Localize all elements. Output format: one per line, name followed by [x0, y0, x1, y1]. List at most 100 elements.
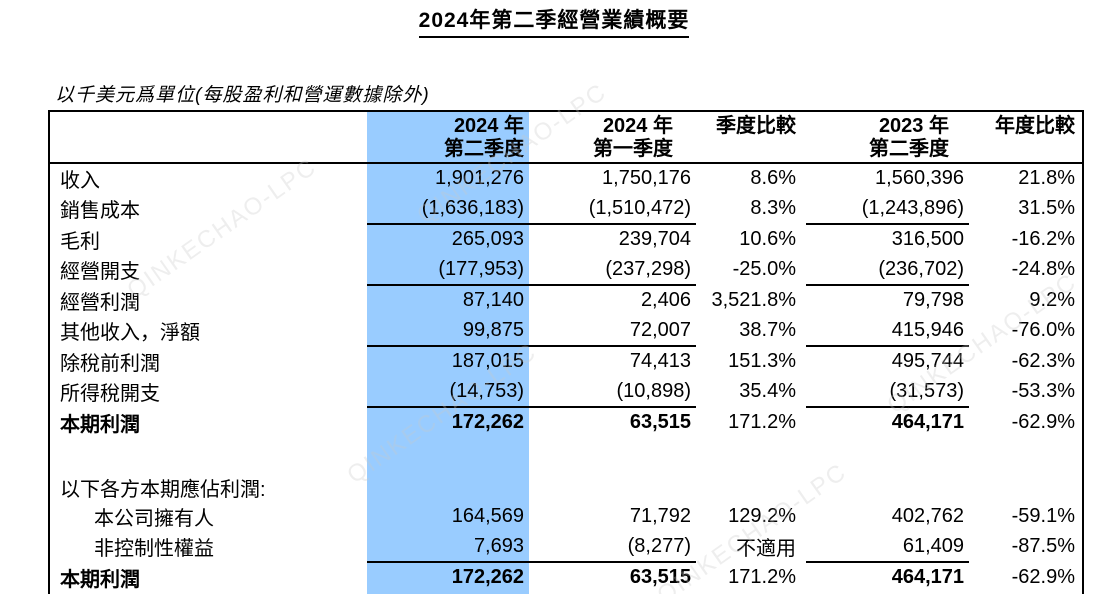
table-row: 經營利潤 87,140 2,406 3,521.8% 79,798 9.2% — [49, 285, 1083, 316]
val-2023q2: 61,409 — [806, 531, 969, 563]
val-2024q2: (14,753) — [367, 376, 529, 408]
row-label: 毛利 — [60, 230, 100, 253]
val-2024q2: 187,015 — [367, 346, 529, 377]
row-label: 經營開支 — [60, 261, 140, 284]
row-label: 其他收入，淨額 — [60, 322, 200, 345]
val-2023q2: (31,573) — [806, 376, 969, 408]
col-header-qoq-line1: 季度比較 — [716, 115, 796, 137]
row-label: 本期利潤 — [60, 568, 140, 591]
row-label: 本公司擁有人 — [94, 508, 214, 531]
val-2024q1 — [529, 473, 696, 503]
row-label: 所得稅開支 — [60, 383, 160, 406]
val-qoq: 151.3% — [728, 349, 796, 372]
val-qoq: -25.0% — [732, 258, 796, 281]
val-2024q1: (1,510,472) — [529, 193, 696, 225]
units-note: 以千美元爲單位(每股盈利和營運數據除外) — [55, 85, 430, 106]
section-label-row: 以下各方本期應佔利潤: — [49, 472, 1083, 503]
val-2024q2: 172,262 — [367, 562, 529, 593]
val-yoy: -53.3% — [1011, 380, 1075, 403]
val-qoq: 171.2% — [728, 565, 796, 588]
val-2024q2 — [367, 472, 529, 502]
table-row: 所得稅開支 (14,753) (10,898) 35.4% (31,573) -… — [49, 376, 1083, 408]
row-label: 除稅前利潤 — [60, 352, 160, 375]
val-2024q1: (10,898) — [529, 376, 696, 408]
val-2024q1: 71,792 — [629, 505, 691, 528]
results-table: 2024 年 第二季度 2024 年 第一季度 季度比較 2023 年 第二季度… — [48, 110, 1084, 594]
val-yoy — [969, 473, 1083, 503]
val-2024q1: (8,277) — [529, 531, 696, 563]
val-2024q2: 7,693 — [367, 531, 529, 563]
val-yoy: 31.5% — [1018, 197, 1075, 220]
page-title-row: 2024年第二季經營業績概要 — [0, 4, 1108, 38]
val-2023q2: 402,762 — [891, 505, 964, 528]
col-header-2024q1: 2024 年 第一季度 — [529, 111, 696, 164]
val-yoy: -62.9% — [1011, 410, 1075, 433]
table-bottom-filler — [49, 592, 1083, 594]
col-header-yoy-line1: 年度比較 — [995, 115, 1075, 137]
row-label: 收入 — [60, 170, 100, 193]
val-2024q2: 172,262 — [367, 407, 529, 438]
val-yoy: -24.8% — [1011, 258, 1075, 281]
col-header-2024q1-line1: 2024 年 — [602, 115, 673, 137]
val-2024q2: 1,901,276 — [367, 163, 529, 194]
col-header-qoq: 季度比較 — [696, 111, 806, 164]
table-row: 毛利 265,093 239,704 10.6% 316,500 -16.2% — [49, 224, 1083, 255]
val-2024q1: 63,515 — [629, 566, 691, 589]
table-row: 除稅前利潤 187,015 74,413 151.3% 495,744 -62.… — [49, 346, 1083, 377]
table-row-total: 本期利潤 172,262 63,515 171.2% 464,171 -62.9… — [49, 407, 1083, 438]
table-row: 非控制性權益 7,693 (8,277) 不適用 61,409 -87.5% — [49, 531, 1083, 563]
val-2024q1: 72,007 — [529, 315, 696, 347]
val-2024q2: 99,875 — [367, 315, 529, 347]
table-row: 銷售成本 (1,636,183) (1,510,472) 8.3% (1,243… — [49, 193, 1083, 225]
val-2023q2: 464,171 — [891, 411, 964, 434]
table-row-total: 本期利潤 172,262 63,515 171.2% 464,171 -62.9… — [49, 562, 1083, 593]
val-2024q1: 1,750,176 — [602, 167, 691, 190]
table-row: 其他收入，淨額 99,875 72,007 38.7% 415,946 -76.… — [49, 315, 1083, 347]
val-yoy: -16.2% — [1011, 227, 1075, 250]
val-yoy: 21.8% — [1018, 167, 1075, 190]
val-yoy: 9.2% — [1029, 288, 1075, 311]
row-label: 經營利潤 — [60, 291, 140, 314]
row-label: 本期利潤 — [60, 413, 140, 436]
val-qoq: 3,521.8% — [711, 288, 796, 311]
val-2023q2: (1,243,896) — [806, 193, 969, 225]
col-header-2023q2-line1: 2023 年 — [878, 115, 949, 137]
val-2024q2: (1,636,183) — [367, 193, 529, 225]
row-label: 以下各方本期應佔利潤: — [60, 478, 266, 501]
val-qoq: 129.2% — [728, 505, 796, 528]
val-2023q2: 415,946 — [806, 315, 969, 347]
col-header-2024q2-line1: 2024 年 — [453, 115, 524, 137]
table-row: 收入 1,901,276 1,750,176 8.6% 1,560,396 21… — [49, 163, 1083, 194]
col-header-2024q2-line2: 第二季度 — [444, 138, 524, 160]
col-header-empty — [49, 111, 367, 164]
val-2024q1: 239,704 — [618, 228, 691, 251]
val-yoy: -59.1% — [1011, 505, 1075, 528]
val-yoy: -62.9% — [1011, 565, 1075, 588]
table-row: 經營開支 (177,953) (237,298) -25.0% (236,702… — [49, 254, 1083, 286]
val-2023q2: 79,798 — [902, 289, 964, 312]
spacer-row — [49, 437, 1083, 473]
val-2023q2: 495,744 — [891, 350, 964, 373]
val-qoq: 38.7% — [739, 319, 796, 342]
page-title: 2024年第二季經營業績概要 — [418, 4, 690, 38]
val-2024q2: (177,953) — [367, 254, 529, 286]
val-2024q1: 74,413 — [629, 350, 691, 373]
val-2023q2: 316,500 — [891, 228, 964, 251]
val-qoq: 10.6% — [739, 227, 796, 250]
val-2023q2 — [806, 473, 969, 503]
col-header-2024q2: 2024 年 第二季度 — [367, 111, 529, 164]
val-qoq: 8.3% — [750, 197, 796, 220]
col-header-2024q1-line2: 第一季度 — [593, 138, 673, 160]
val-qoq: 8.6% — [750, 167, 796, 190]
row-label: 非控制性權益 — [94, 538, 214, 561]
val-2023q2: 464,171 — [891, 566, 964, 589]
val-2024q1: 63,515 — [629, 411, 691, 434]
val-yoy: -76.0% — [1011, 319, 1075, 342]
val-yoy: -62.3% — [1011, 349, 1075, 372]
val-2024q1: 2,406 — [640, 289, 691, 312]
val-qoq: 35.4% — [739, 380, 796, 403]
val-qoq — [696, 473, 806, 503]
table-row: 本公司擁有人 164,569 71,792 129.2% 402,762 -59… — [49, 502, 1083, 532]
val-2024q1: (237,298) — [529, 254, 696, 286]
